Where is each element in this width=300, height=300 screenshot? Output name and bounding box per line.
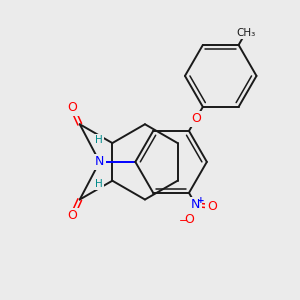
Text: O: O	[207, 200, 217, 213]
Text: O: O	[68, 101, 77, 115]
Text: −: −	[178, 216, 188, 226]
Text: O: O	[68, 209, 77, 222]
Text: H: H	[94, 135, 102, 145]
Text: N: N	[191, 198, 201, 212]
Text: O: O	[191, 112, 201, 125]
Text: N: N	[95, 155, 104, 168]
Text: +: +	[197, 196, 205, 206]
Text: H: H	[94, 179, 102, 189]
Text: O: O	[184, 213, 194, 226]
Text: CH₃: CH₃	[236, 28, 255, 38]
